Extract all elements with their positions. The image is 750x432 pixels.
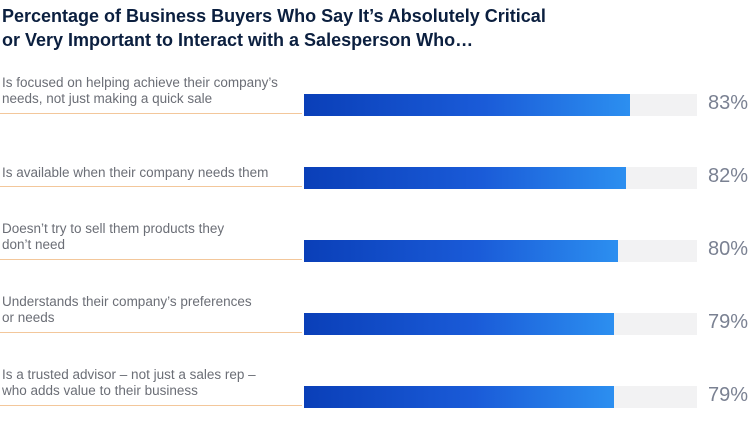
bar-label-line: Is focused on helping achieve their comp… [2,75,278,90]
bar-track [304,94,697,116]
label-underline [0,186,302,187]
bar-row: Doesn’t try to sell them products they do… [0,214,750,286]
bar [304,94,630,116]
chart-title-line-1: Percentage of Business Buyers Who Say It… [2,6,546,26]
bar-track [304,167,697,189]
bar-value-label: 83% [707,92,748,114]
bar-label: Doesn’t try to sell them products they do… [2,221,292,253]
bar-label-line: Is a trusted advisor – not just a sales … [2,367,256,382]
label-underline [0,259,302,260]
label-underline [0,332,302,333]
label-underline [0,405,302,406]
bar-label: Is a trusted advisor – not just a sales … [2,367,292,399]
bar-value-label: 80% [707,238,748,260]
bar [304,240,618,262]
bar-label: Understands their company’s preferences o… [2,294,292,326]
bar [304,313,614,335]
bar-label-line: Understands their company’s preferences [2,294,252,309]
bar-track [304,313,697,335]
bar-row: Is a trusted advisor – not just a sales … [0,360,750,432]
bar-value-label: 82% [707,165,748,187]
bar-label: Is available when their company needs th… [2,165,292,181]
chart-title-line-2: or Very Important to Interact with a Sal… [2,30,474,50]
bar-row: Understands their company’s preferences o… [0,287,750,359]
bar-label-line: Doesn’t try to sell them products they [2,221,225,236]
label-underline [0,113,302,114]
bar-label-line: who adds value to their business [2,383,198,398]
bar-value-label: 79% [707,311,748,333]
bar-label-line: Is available when their company needs th… [2,165,269,180]
bar-row: Is available when their company needs th… [0,141,750,213]
bar-track [304,240,697,262]
bar-label-line: needs, not just making a quick sale [2,91,213,106]
bar [304,386,614,408]
bar-chart: Is focused on helping achieve their comp… [0,68,750,411]
chart-title: Percentage of Business Buyers Who Say It… [2,4,562,52]
bar-value-label: 79% [707,384,748,406]
bar-label-line: don’t need [2,237,66,252]
bar-row: Is focused on helping achieve their comp… [0,68,750,140]
bar-track [304,386,697,408]
bar-label-line: or needs [2,310,55,325]
bar-label: Is focused on helping achieve their comp… [2,75,292,107]
bar [304,167,626,189]
